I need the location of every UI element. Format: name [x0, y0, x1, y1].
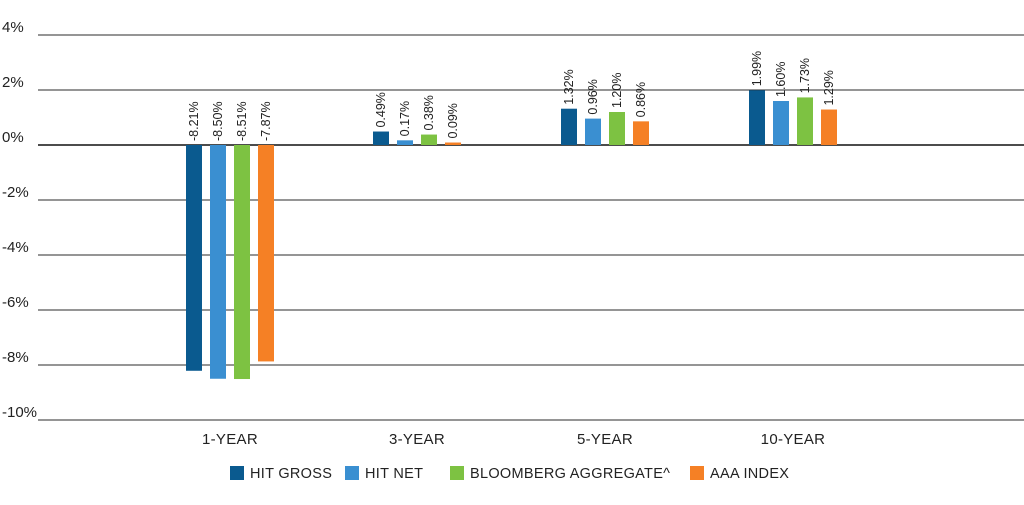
data-label: 0.17% [398, 101, 412, 136]
bar-hit-net [397, 140, 413, 145]
data-label: 0.86% [634, 82, 648, 117]
bar-aaa-index [821, 109, 837, 145]
bar-bloomberg-aggregate [609, 112, 625, 145]
legend-label: HIT NET [365, 466, 423, 482]
bar-hit-gross [749, 90, 765, 145]
y-tick-label: -6% [2, 294, 29, 311]
data-label: 0.09% [446, 103, 460, 138]
y-tick-label: -2% [2, 184, 29, 201]
data-label: -8.51% [235, 101, 249, 141]
bar-aaa-index [258, 145, 274, 362]
y-tick-label: -4% [2, 239, 29, 256]
y-tick-label: 4% [2, 19, 24, 36]
legend-swatch [230, 466, 244, 480]
bar-hit-gross [373, 131, 389, 145]
y-tick-label: -8% [2, 349, 29, 366]
legend-label: HIT GROSS [250, 466, 332, 482]
legend-label: BLOOMBERG AGGREGATE^ [470, 466, 670, 482]
legend-swatch [690, 466, 704, 480]
bar-bloomberg-aggregate [797, 97, 813, 145]
x-category-label: 10-YEAR [761, 431, 826, 448]
data-label: -8.50% [211, 101, 225, 141]
data-label: 0.38% [422, 95, 436, 130]
bar-bloomberg-aggregate [234, 145, 250, 380]
data-label: 1.60% [774, 62, 788, 97]
bar-hit-net [585, 118, 601, 145]
data-label: -7.87% [259, 101, 273, 141]
legend-swatch [345, 466, 359, 480]
data-label: 1.99% [750, 51, 764, 86]
bar-hit-gross [186, 145, 202, 371]
y-tick-label: 2% [2, 74, 24, 91]
bar-hit-net [210, 145, 226, 379]
x-category-label: 3-YEAR [389, 431, 445, 448]
bar-bloomberg-aggregate [421, 134, 437, 145]
data-label: 0.49% [374, 92, 388, 127]
y-tick-label: -10% [2, 404, 37, 421]
bar-aaa-index [445, 142, 461, 145]
x-category-label: 5-YEAR [577, 431, 633, 448]
data-label: 0.96% [586, 79, 600, 114]
data-label: -8.21% [187, 101, 201, 141]
y-tick-label: 0% [2, 129, 24, 146]
bar-aaa-index [633, 121, 649, 145]
data-label: 1.20% [610, 73, 624, 108]
x-category-label: 1-YEAR [202, 431, 258, 448]
bar-hit-net [773, 101, 789, 145]
legend-label: AAA INDEX [710, 466, 789, 482]
data-label: 1.73% [798, 58, 812, 93]
data-label: 1.32% [562, 69, 576, 104]
data-label: 1.29% [822, 70, 836, 105]
legend-swatch [450, 466, 464, 480]
bar-hit-gross [561, 108, 577, 145]
